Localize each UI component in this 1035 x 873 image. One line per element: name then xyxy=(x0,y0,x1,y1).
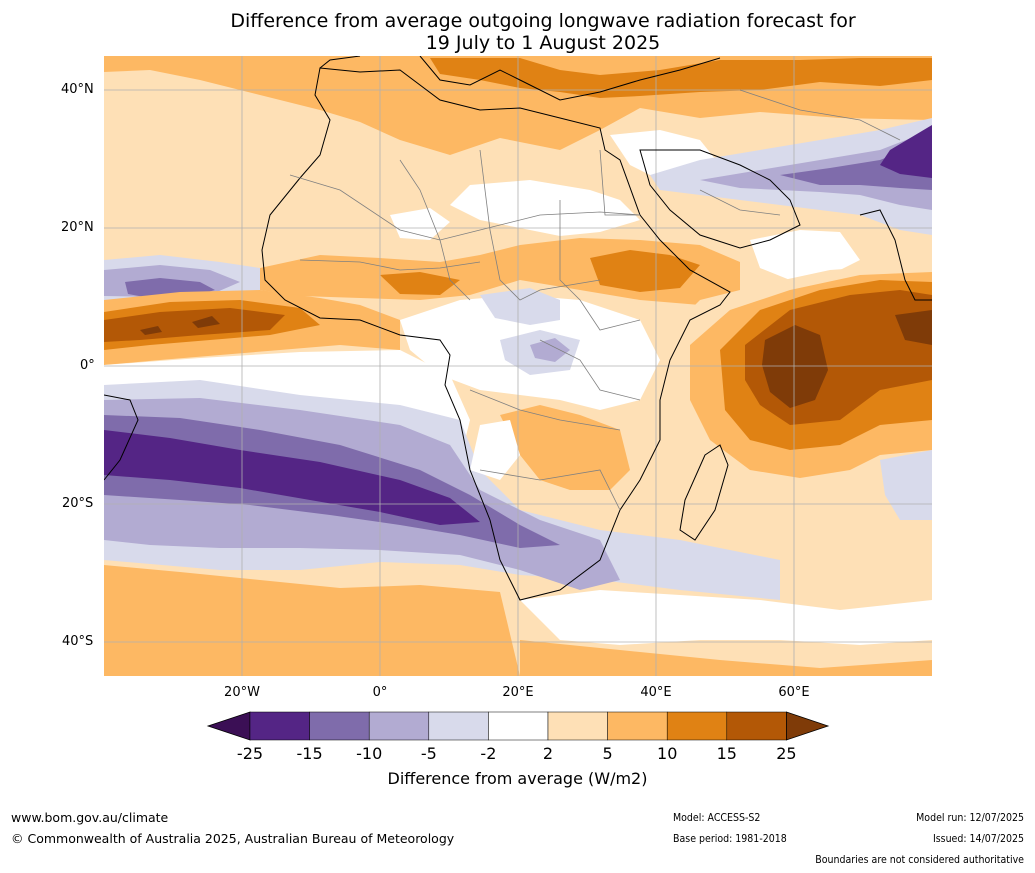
boundaries-disclaimer: Boundaries are not considered authoritat… xyxy=(815,854,1024,866)
colorbar-segment-2 xyxy=(309,711,370,741)
colorbar-tick: 2 xyxy=(542,744,554,763)
map-title-line1: Difference from average outgoing longwav… xyxy=(230,10,856,32)
coastline-south-america xyxy=(104,394,139,481)
model-name: Model: ACCESS-S2 xyxy=(673,812,761,824)
colorbar-segment-1 xyxy=(249,711,310,741)
anomaly-zone-congo-lavender xyxy=(480,288,560,325)
map-title-line2: 19 July to 1 August 2025 xyxy=(425,32,661,54)
coastline-africa xyxy=(261,67,731,601)
colorbar-extend-high xyxy=(786,711,830,741)
map-gridlines xyxy=(104,56,932,676)
copyright-text: © Commonwealth of Australia 2025, Austra… xyxy=(11,831,455,846)
model-run-date: Model run: 12/07/2025 xyxy=(916,812,1024,824)
colorbar-segment-4 xyxy=(428,711,489,741)
lon-label-60e: 60°E xyxy=(778,685,810,700)
coastlines xyxy=(104,56,932,601)
anomaly-zone-atlantic-brown-1 xyxy=(140,326,162,335)
lon-label-40e: 40°E xyxy=(640,685,672,700)
base-period: Base period: 1981-2018 xyxy=(673,833,787,845)
anomaly-zone-pakistan-dark-purple xyxy=(880,125,932,178)
colorbar-tick: 5 xyxy=(602,744,613,763)
lat-label-20n: 20°N xyxy=(61,220,94,235)
website-link[interactable]: www.bom.gov.au/climate xyxy=(11,810,169,825)
colorbar xyxy=(206,711,830,741)
lon-label-20e: 20°E xyxy=(502,685,534,700)
anomaly-zone-south-atlantic-dark-purple xyxy=(104,430,480,525)
map-title: Difference from average outgoing longwav… xyxy=(0,10,1035,54)
map-plot-area xyxy=(104,56,932,676)
colorbar-segment-3 xyxy=(368,711,430,741)
colorbar-tick: 25 xyxy=(776,744,797,763)
anomaly-zone-southwest-indian-lavender xyxy=(880,450,932,520)
lon-label-0: 0° xyxy=(372,685,388,700)
colorbar-label: Difference from average (W/m2) xyxy=(387,769,648,788)
anomaly-zone-west-sahara-white xyxy=(390,208,450,240)
anomaly-zone-congo-light-purple xyxy=(530,338,570,362)
lat-label-20s: 20°S xyxy=(62,496,94,511)
anomaly-zone-west-sahel-dark-orange xyxy=(380,272,460,295)
coastline-india xyxy=(859,209,932,301)
colorbar-tick: 10 xyxy=(657,744,678,763)
anomaly-zone-arabia-mid-purple xyxy=(780,140,932,190)
colorbar-tick: -10 xyxy=(356,744,383,763)
colorbar-segment-8 xyxy=(666,711,728,741)
colorbar-extend-low xyxy=(206,711,251,741)
colorbar-tick: 15 xyxy=(716,744,737,763)
anomaly-zone-sahel-dark-orange xyxy=(590,250,700,292)
anomaly-zone-atlantic-brown-2 xyxy=(192,316,220,328)
colorbar-segment-5 xyxy=(488,711,549,741)
lon-label-20w: 20°W xyxy=(224,685,260,700)
anomaly-zone-southern-ocean-orange xyxy=(104,565,520,676)
anomaly-zone-sahara-white xyxy=(450,180,640,236)
lat-label-equator: 0° xyxy=(80,358,95,373)
colorbar-tick: -25 xyxy=(236,744,264,763)
anomaly-zone-arabian-sea-brown xyxy=(895,310,932,345)
anomaly-zone-kalahari-white xyxy=(470,420,520,480)
coastline-europe xyxy=(319,56,721,101)
colorbar-tick: -15 xyxy=(296,744,323,763)
lat-label-40s: 40°S xyxy=(62,634,94,649)
colorbar-segment-9 xyxy=(726,711,787,741)
coastline-madagascar xyxy=(679,444,729,541)
issued-date: Issued: 14/07/2025 xyxy=(932,833,1024,845)
colorbar-segment-7 xyxy=(607,711,668,741)
lat-label-40n: 40°N xyxy=(61,82,94,97)
coastline-arabia xyxy=(639,149,801,249)
anomaly-zone-southern-ocean-white xyxy=(520,590,932,645)
colorbar-segment-6 xyxy=(547,711,608,741)
colorbar-tick: -5 xyxy=(420,744,437,763)
colorbar-tick: -2 xyxy=(480,744,497,763)
anomaly-zone-indian-ocean-brown xyxy=(762,325,828,408)
anomaly-zone-horn-white xyxy=(750,230,860,280)
anomaly-zone-southern-ocean-orange-east xyxy=(520,640,932,676)
anomaly-zone-north-dark-orange xyxy=(430,58,932,98)
country-borders xyxy=(289,89,901,511)
